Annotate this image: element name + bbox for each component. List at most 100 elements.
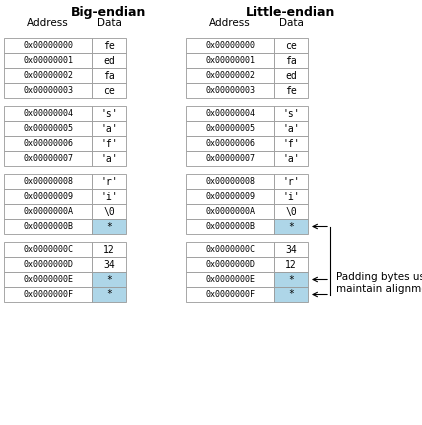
Bar [92,257,126,272]
Bar [4,68,92,83]
Bar [92,287,126,302]
Text: 0x00000008: 0x00000008 [205,177,255,186]
Bar [186,287,274,302]
Bar [274,38,308,53]
Text: 0x0000000F: 0x0000000F [205,290,255,299]
Bar [274,189,308,204]
Bar [274,83,308,98]
Bar [186,53,274,68]
Text: 'i': 'i' [100,192,118,201]
Text: 0x00000006: 0x00000006 [23,139,73,148]
Text: ed: ed [285,71,297,80]
Text: 0x00000001: 0x00000001 [23,56,73,65]
Bar [186,106,274,121]
Bar [186,174,274,189]
Text: 0x00000006: 0x00000006 [205,139,255,148]
Bar [186,272,274,287]
Text: *: * [288,289,294,300]
Text: 'i': 'i' [282,192,300,201]
Text: 0x00000004: 0x00000004 [23,109,73,118]
Text: 0x00000007: 0x00000007 [205,154,255,163]
Bar [92,106,126,121]
Bar [274,287,308,302]
Bar [4,242,92,257]
Text: 12: 12 [285,260,297,269]
Text: 'r': 'r' [282,176,300,187]
Bar [92,38,126,53]
Text: *: * [106,221,112,232]
Bar [92,242,126,257]
Bar [274,121,308,136]
Bar [274,242,308,257]
Text: 0x0000000D: 0x0000000D [205,260,255,269]
Text: Address: Address [209,18,251,28]
Text: 0x00000001: 0x00000001 [205,56,255,65]
Text: Little-endian: Little-endian [246,6,335,19]
Bar [92,219,126,234]
Bar [186,204,274,219]
Bar [4,53,92,68]
Bar [274,174,308,189]
Text: 0x0000000E: 0x0000000E [205,275,255,284]
Bar [186,68,274,83]
Text: ce: ce [285,40,297,51]
Bar [92,272,126,287]
Text: 0x0000000B: 0x0000000B [23,222,73,231]
Text: 0x0000000C: 0x0000000C [23,245,73,254]
Text: 's': 's' [100,108,118,119]
Bar [92,204,126,219]
Bar [4,272,92,287]
Bar [274,68,308,83]
Bar [186,38,274,53]
Text: 0x00000002: 0x00000002 [205,71,255,80]
Bar [4,83,92,98]
Bar [92,83,126,98]
Bar [92,151,126,166]
Text: Data: Data [279,18,303,28]
Text: fa: fa [103,71,115,80]
Bar [92,68,126,83]
Text: 12: 12 [103,244,115,255]
Bar [186,121,274,136]
Text: 'a': 'a' [282,153,300,164]
Text: Big-endian: Big-endian [71,6,147,19]
Text: ce: ce [103,85,115,96]
Bar [92,174,126,189]
Bar [4,121,92,136]
Text: *: * [106,275,112,284]
Bar [274,136,308,151]
Text: 'a': 'a' [100,153,118,164]
Text: 0x0000000B: 0x0000000B [205,222,255,231]
Bar [4,38,92,53]
Text: 0x00000009: 0x00000009 [23,192,73,201]
Text: 'r': 'r' [100,176,118,187]
Text: 0x00000003: 0x00000003 [23,86,73,95]
Text: \0: \0 [285,207,297,216]
Text: 'f': 'f' [282,139,300,148]
Bar [92,189,126,204]
Bar [186,83,274,98]
Text: fa: fa [285,56,297,65]
Bar [186,257,274,272]
Text: 0x0000000A: 0x0000000A [205,207,255,216]
Text: 0x0000000C: 0x0000000C [205,245,255,254]
Text: \0: \0 [103,207,115,216]
Text: *: * [106,289,112,300]
Text: fe: fe [285,85,297,96]
Bar [186,189,274,204]
Text: 0x00000005: 0x00000005 [205,124,255,133]
Bar [4,257,92,272]
Text: 0x0000000F: 0x0000000F [23,290,73,299]
Text: 0x00000007: 0x00000007 [23,154,73,163]
Text: 0x00000003: 0x00000003 [205,86,255,95]
Bar [4,287,92,302]
Text: Address: Address [27,18,69,28]
Bar [4,151,92,166]
Bar [274,151,308,166]
Text: 0x00000009: 0x00000009 [205,192,255,201]
Text: *: * [288,275,294,284]
Text: 0x00000000: 0x00000000 [23,41,73,50]
Text: 0x00000004: 0x00000004 [205,109,255,118]
Bar [4,189,92,204]
Text: fe: fe [103,40,115,51]
